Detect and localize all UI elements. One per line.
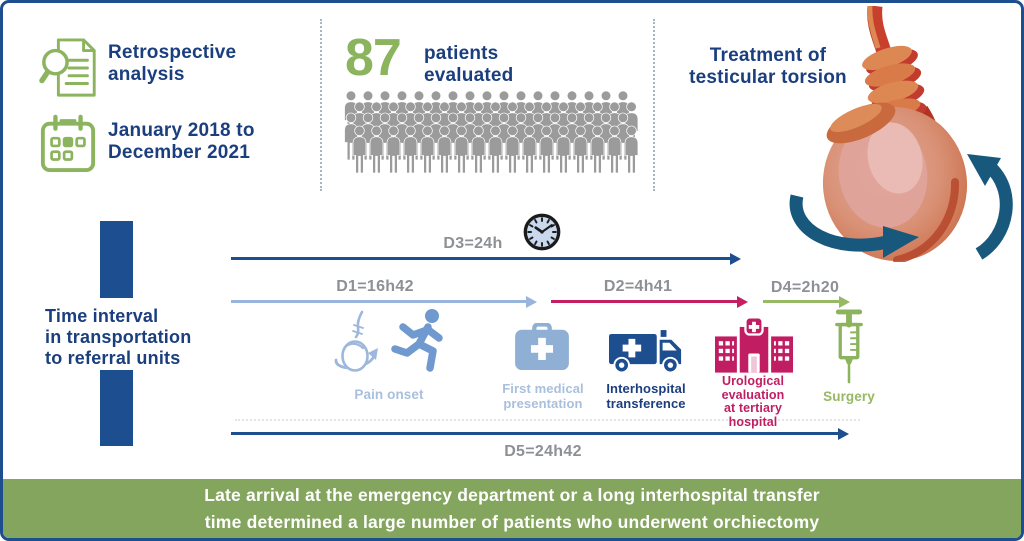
conclusion-text: Late arrival at the emergency department… bbox=[204, 485, 820, 532]
separator-left bbox=[320, 19, 322, 191]
calendar-icon bbox=[40, 114, 96, 173]
torsion-rotation-arrows bbox=[789, 154, 1013, 260]
step-interhospital-label: Interhospital transference bbox=[606, 381, 686, 411]
patients-count: 87 bbox=[345, 29, 402, 87]
clock-icon bbox=[523, 213, 561, 251]
syringe-icon bbox=[835, 309, 863, 384]
torsion-onset-icon bbox=[334, 310, 378, 372]
first-aid-kit-icon bbox=[515, 323, 569, 371]
arrow-d5 bbox=[231, 432, 839, 435]
interval-bar-top bbox=[100, 221, 133, 298]
separator-right bbox=[653, 19, 655, 191]
step-pain-onset-label: Pain onset bbox=[354, 387, 424, 402]
arrow-d4-label: D4=2h20 bbox=[770, 279, 840, 296]
patients-label: patients evaluated bbox=[424, 43, 514, 86]
arrow-d5-label: D5=24h42 bbox=[504, 443, 582, 460]
patients-crowd-icon bbox=[344, 90, 639, 174]
study-period-label: January 2018 to December 2021 bbox=[108, 120, 255, 163]
study-type-label: Retrospective analysis bbox=[108, 42, 237, 85]
arrow-d4 bbox=[763, 300, 840, 303]
arrow-d3 bbox=[231, 257, 731, 260]
arrow-d3-label: D3=24h bbox=[443, 235, 503, 252]
arrow-d2-label: D2=4h41 bbox=[603, 278, 673, 295]
timeline-divider-dots bbox=[235, 419, 860, 421]
ambulance-icon bbox=[609, 330, 682, 374]
treatment-title: Treatment of testicular torsion bbox=[689, 45, 847, 88]
arrow-d1-label: D1=16h42 bbox=[336, 278, 414, 295]
arrow-d2 bbox=[551, 300, 738, 303]
running-person-icon bbox=[391, 309, 443, 372]
step-first-medical-label: First medical presentation bbox=[502, 381, 584, 411]
interval-axis-label: Time interval in transportation to refer… bbox=[45, 306, 192, 368]
step-urological-label: Urological evaluation at tertiary hospit… bbox=[721, 374, 785, 429]
step-surgery-label: Surgery bbox=[823, 389, 875, 404]
arrow-d1 bbox=[231, 300, 527, 303]
magnifier-document-icon bbox=[39, 38, 96, 97]
hospital-icon bbox=[715, 317, 793, 373]
testicular-torsion-illustration bbox=[789, 6, 1013, 262]
interval-bar-bottom bbox=[100, 370, 133, 446]
conclusion-banner: Late arrival at the emergency department… bbox=[3, 479, 1021, 538]
